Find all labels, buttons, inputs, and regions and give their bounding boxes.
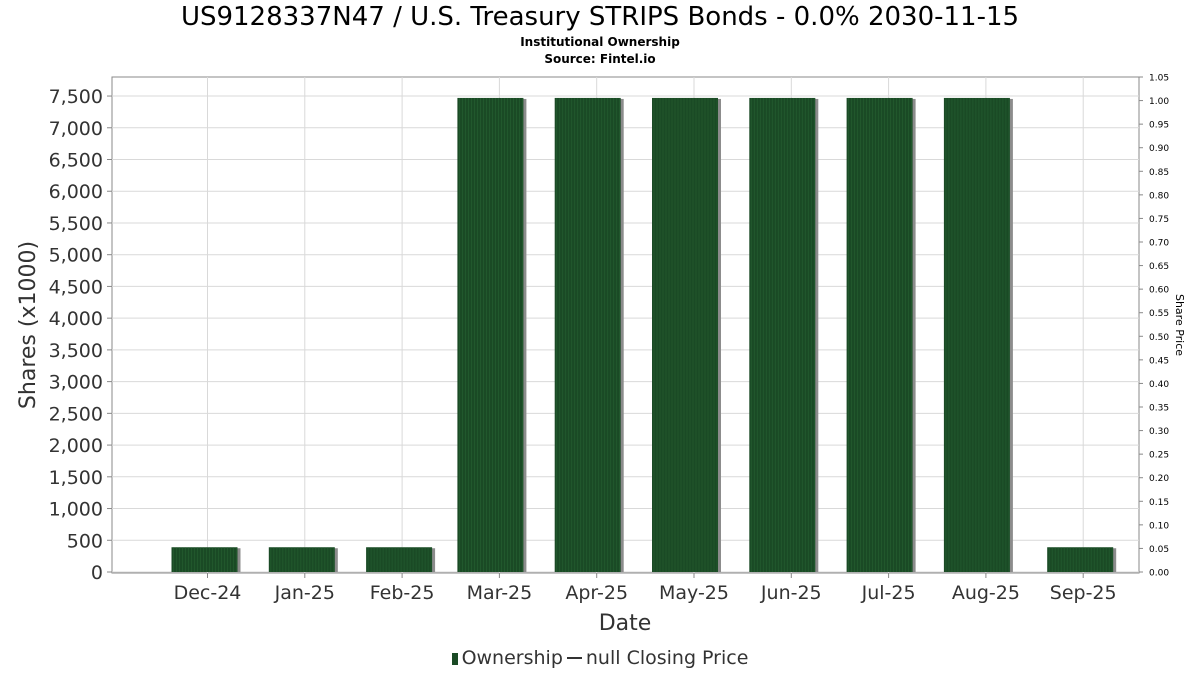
chart-source: Source: Fintel.io (544, 52, 656, 66)
y2-tick-label: 0.35 (1149, 404, 1169, 414)
legend: Ownership null Closing Price (0, 647, 1200, 669)
y-tick-label: 5,500 (49, 213, 103, 235)
y2-tick-label: 1.05 (1149, 74, 1169, 84)
y2-tick-label: 0.00 (1149, 569, 1169, 579)
y-tick-label: 1,500 (49, 467, 103, 489)
y2-tick-label: 0.20 (1149, 474, 1169, 484)
y-axis-label: Shares (x1000) (16, 241, 41, 409)
x-tick-label: Aug-25 (952, 582, 1020, 604)
x-tick-label: May-25 (659, 582, 729, 604)
y2-tick-label: 0.55 (1149, 309, 1169, 319)
y2-tick-label: 0.05 (1149, 545, 1169, 555)
x-tick-label: Mar-25 (467, 582, 533, 604)
y2-tick-label: 1.00 (1149, 97, 1169, 107)
y2-tick-label: 0.85 (1149, 168, 1169, 178)
chart-title: US9128337N47 / U.S. Treasury STRIPS Bond… (180, 2, 1020, 32)
y2-tick-label: 0.30 (1149, 427, 1169, 437)
y-tick-label: 1,000 (49, 499, 103, 521)
y2-tick-label: 0.95 (1149, 121, 1169, 131)
y-tick-label: 3,500 (49, 340, 103, 362)
x-tick-label: Apr-25 (565, 582, 628, 604)
chart-subtitle: Institutional Ownership (520, 35, 680, 49)
y2-axis: 0.00 0.05 0.10 0.15 0.20 0.25 0.30 0.35 0.40 0.45… (1139, 74, 1169, 579)
x-tick-label: Jan-25 (274, 582, 335, 604)
y-tick-label: 500 (67, 530, 103, 552)
y2-tick-label: 0.65 (1149, 262, 1169, 272)
x-tick-label: Jul-25 (861, 582, 916, 604)
x-tick-label: Sep-25 (1050, 582, 1117, 604)
y-tick-label: 2,500 (49, 403, 103, 425)
x-tick-label: Feb-25 (370, 582, 435, 604)
y-tick-label: 5,000 (49, 245, 103, 267)
y2-tick-label: 0.90 (1149, 144, 1169, 154)
y-tick-label: 6,000 (49, 181, 103, 203)
y-tick-label: 0 (91, 562, 103, 584)
y-tick-label: 4,500 (49, 276, 103, 298)
y2-tick-label: 0.15 (1149, 498, 1169, 508)
y2-tick-label: 0.40 (1149, 380, 1169, 390)
y-tick-label: 4,000 (49, 308, 103, 330)
x-axis-label: Date (599, 611, 652, 636)
y2-tick-label: 0.75 (1149, 215, 1169, 225)
legend-ownership-label: Ownership (461, 647, 563, 669)
y2-axis-label: Share Price (1173, 294, 1186, 356)
x-tick-label: Jun-25 (760, 582, 822, 604)
bars (171, 97, 1117, 572)
y2-tick-label: 0.80 (1149, 191, 1169, 201)
y-tick-label: 3,000 (49, 372, 103, 394)
legend-price-label: null Closing Price (585, 647, 749, 669)
y2-tick-label: 0.25 (1149, 451, 1169, 461)
y2-tick-label: 0.10 (1149, 521, 1169, 531)
x-tick-label: Dec-24 (174, 582, 242, 604)
ownership-legend-swatch (451, 653, 458, 665)
y-tick-label: 2,000 (49, 435, 103, 457)
y2-tick-label: 0.70 (1149, 239, 1169, 249)
y2-tick-label: 0.50 (1149, 333, 1169, 343)
y2-tick-label: 0.45 (1149, 356, 1169, 366)
y2-tick-label: 0.60 (1149, 286, 1169, 296)
y-tick-label: 7,500 (49, 86, 103, 108)
y-tick-label: 7,000 (49, 118, 103, 140)
y-axis: 0 500 1,000 1,500 2,000 2,500 3,000 3,500 4,000 4… (49, 86, 112, 584)
x-axis: Dec-24 Jan-25 Feb-25 Mar-25 Apr-25 May-25 Jun-… (174, 573, 1117, 604)
y-tick-label: 6,500 (49, 150, 103, 172)
price-legend-line (566, 657, 582, 659)
